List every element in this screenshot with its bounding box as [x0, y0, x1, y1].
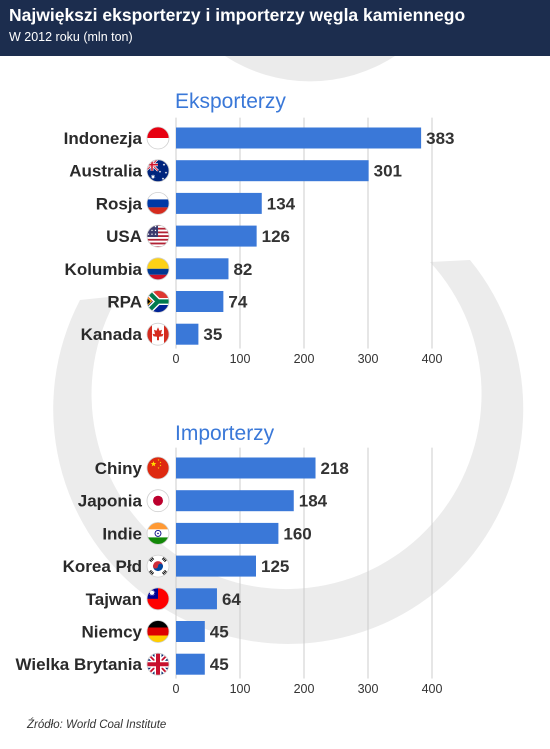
australia-flag-icon — [146, 159, 170, 183]
chart-exporters: 0 100 200 300 400 Eksporterzy 383 Indonezja 301 A… — [64, 90, 455, 366]
china-flag-icon — [146, 456, 170, 480]
category-label: Rosja — [96, 194, 143, 213]
value-label: 125 — [261, 557, 289, 576]
south-africa-flag-icon — [146, 290, 170, 313]
bar — [176, 588, 217, 610]
value-label: 184 — [299, 492, 328, 511]
source-note: Źródło: World Coal Institute — [27, 719, 167, 731]
x-tick-label: 300 — [358, 352, 379, 366]
x-tick-label: 0 — [173, 682, 180, 696]
value-label: 218 — [321, 459, 349, 478]
x-tick-label: 200 — [294, 682, 315, 696]
germany-flag-icon — [146, 620, 170, 643]
india-flag-icon — [146, 522, 170, 545]
page-title: Największi eksporterzy i importerzy węgl… — [9, 5, 466, 25]
bar — [176, 457, 316, 479]
x-tick-label: 200 — [294, 352, 315, 366]
chart-importers: 0 100 200 300 400 Importerzy 218 Chiny 184 Japoni… — [16, 422, 443, 696]
watermark-logo — [53, 56, 524, 644]
usa-flag-icon — [146, 224, 170, 248]
bar — [176, 160, 369, 182]
bar — [176, 323, 199, 345]
category-label: Japonia — [78, 492, 143, 511]
header-bar: Największi eksporterzy i importerzy węgl… — [0, 0, 550, 56]
value-label: 45 — [210, 655, 229, 674]
value-label: 134 — [267, 194, 296, 213]
value-label: 64 — [222, 590, 241, 609]
category-label: Niemcy — [82, 623, 143, 642]
category-label: USA — [106, 227, 142, 246]
category-label: Kolumbia — [65, 260, 143, 279]
value-label: 45 — [210, 623, 229, 642]
bar — [176, 258, 229, 280]
chart-area: 0 100 200 300 400 Eksporterzy 383 Indonezja 301 A… — [16, 56, 524, 696]
bar — [176, 192, 262, 214]
category-label: Indonezja — [64, 129, 143, 148]
x-tick-label: 0 — [173, 352, 180, 366]
value-label: 383 — [426, 129, 454, 148]
category-label: Wielka Brytania — [16, 655, 143, 674]
bar — [176, 225, 257, 247]
bar — [176, 555, 256, 577]
canada-flag-icon — [146, 322, 170, 346]
russia-flag-icon — [146, 191, 170, 215]
bar — [176, 522, 279, 544]
bar — [176, 621, 205, 642]
category-label: Chiny — [95, 459, 143, 478]
category-label: Tajwan — [86, 590, 142, 609]
section-title: Eksporterzy — [175, 90, 286, 113]
taiwan-flag-icon — [146, 587, 170, 611]
value-label: 82 — [233, 260, 252, 279]
category-label: Indie — [102, 524, 142, 543]
bar — [176, 490, 294, 512]
x-tick-label: 100 — [230, 682, 251, 696]
value-label: 35 — [203, 325, 222, 344]
x-tick-label: 400 — [422, 682, 443, 696]
page-subtitle: W 2012 roku (mln ton) — [9, 30, 133, 44]
section-title: Importerzy — [175, 422, 275, 445]
value-label: 160 — [283, 524, 311, 543]
x-tick-label: 300 — [358, 682, 379, 696]
x-tick-label: 400 — [422, 352, 443, 366]
value-label: 74 — [228, 293, 247, 312]
united-kingdom-flag-icon — [146, 652, 170, 676]
category-label: Kanada — [81, 325, 143, 344]
value-label: 126 — [262, 227, 290, 246]
bar — [176, 127, 422, 149]
value-label: 301 — [374, 162, 402, 181]
indonesia-flag-icon — [146, 126, 170, 150]
colombia-flag-icon — [146, 257, 170, 281]
category-label: Korea Płd — [63, 557, 142, 576]
bar — [176, 653, 205, 675]
category-label: Australia — [69, 162, 142, 181]
category-label: RPA — [107, 293, 142, 312]
bar — [176, 291, 224, 312]
japan-flag-icon — [146, 489, 170, 513]
x-tick-label: 100 — [230, 352, 251, 366]
